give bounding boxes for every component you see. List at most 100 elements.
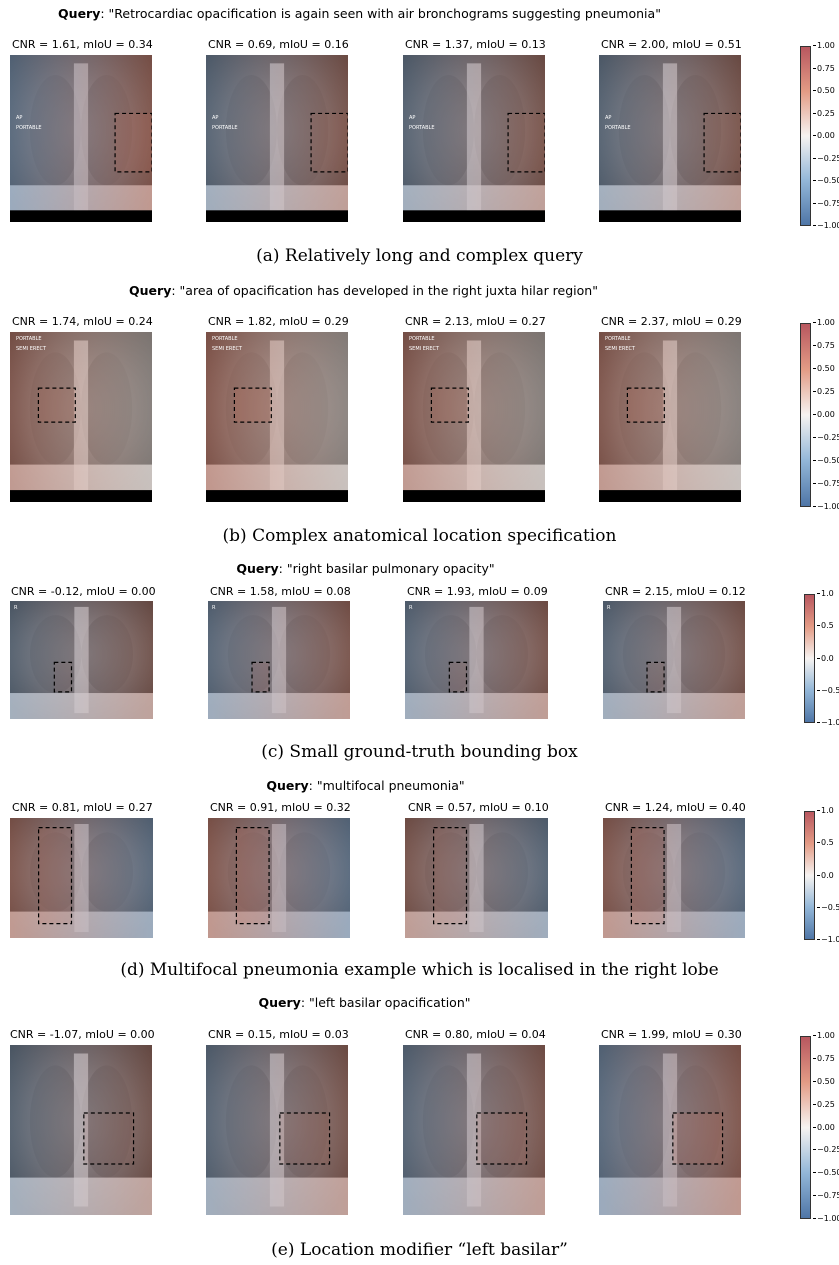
panel-metric: CNR = -0.12, mIoU = 0.00 [11,585,156,598]
colorbar-tick: 0.50 [813,1077,835,1086]
heatmap-panel [403,1045,545,1215]
panel-metric: CNR = 1.82, mIoU = 0.29 [208,315,349,328]
xray-label: PORTABLE [16,125,42,131]
panel-metric: CNR = 0.80, mIoU = 0.04 [405,1028,546,1041]
query-c: Query: "right basilar pulmonary opacity" [0,561,785,576]
colorbar-tick: 0.0 [817,871,834,880]
colorbar-tick: 0.25 [813,109,835,118]
xray-label: PORTABLE [16,336,42,342]
xray-label: SEMI ERECT [409,346,440,352]
colorbar [800,323,811,507]
colorbar-tick: −0.75 [813,479,839,488]
panel-metric: CNR = 1.93, mIoU = 0.09 [407,585,548,598]
panel-metric: CNR = 2.13, mIoU = 0.27 [405,315,546,328]
caption-a: (a) Relatively long and complex query [256,246,583,266]
query-d: Query: "multifocal pneumonia" [0,778,785,793]
panel-metric: CNR = 0.81, mIoU = 0.27 [12,801,153,814]
query-b: Query: "area of opacification has develo… [0,283,783,298]
query-label: Query [266,778,309,793]
panel-metric: CNR = 0.57, mIoU = 0.10 [408,801,549,814]
colorbar-tick: 1.00 [813,318,835,327]
colorbar-tick: 1.0 [817,806,834,815]
xray-label: AP [409,115,416,121]
panel-metric: CNR = 2.00, mIoU = 0.51 [601,38,742,51]
xray-label: AP [605,115,612,121]
query-e: Query: "left basilar opacification" [0,995,784,1010]
query-label: Query [236,561,279,576]
heatmap-panel: PORTABLE SEMI ERECT [599,332,741,502]
colorbar-tick: 0.00 [813,131,835,140]
caption-b: (b) Complex anatomical location specific… [222,526,617,546]
query-text: : "area of opacification has developed i… [171,283,598,298]
panel-metric: CNR = 1.61, mIoU = 0.34 [12,38,153,51]
xray-label: PORTABLE [605,125,631,131]
xray-label: R [409,605,413,611]
colorbar-tick: 1.00 [813,41,835,50]
xray-label: PORTABLE [409,336,435,342]
query-text: : "right basilar pulmonary opacity" [278,561,495,576]
xray-label: SEMI ERECT [605,346,636,352]
panel-metric: CNR = -1.07, mIoU = 0.00 [10,1028,155,1041]
heatmap-panel: R [10,601,153,719]
heatmap-panel [206,1045,348,1215]
heatmap-panel: AP PORTABLE [403,55,545,222]
panel-metric: CNR = 1.99, mIoU = 0.30 [601,1028,742,1041]
colorbar-tick: −0.75 [813,1191,839,1200]
colorbar-tick: −1.00 [813,1214,839,1223]
colorbar-tick: 0.75 [813,1054,835,1063]
xray-label: AP [16,115,23,121]
colorbar [804,594,815,723]
colorbar-tick: −0.25 [813,154,839,163]
colorbar-tick: 0.75 [813,64,835,73]
colorbar-tick: −1.00 [813,221,839,230]
colorbar-tick: 0.50 [813,364,835,373]
heatmap-panel: PORTABLE SEMI ERECT [10,332,152,502]
query-text: : "multifocal pneumonia" [308,778,465,793]
heatmap-panel: PORTABLE SEMI ERECT [206,332,348,502]
xray-label: R [212,605,216,611]
colorbar-tick: 0.50 [813,86,835,95]
xray-label: R [14,605,18,611]
colorbar-tick: 0.75 [813,341,835,350]
caption-d: (d) Multifocal pneumonia example which i… [120,960,719,980]
heatmap-panel: AP PORTABLE [599,55,741,222]
colorbar-tick: −1.0 [817,718,839,727]
panel-metric: CNR = 0.15, mIoU = 0.03 [208,1028,349,1041]
colorbar-tick: 0.00 [813,410,835,419]
colorbar-tick: −1.0 [817,935,839,944]
xray-label: PORTABLE [212,125,238,131]
caption-c: (c) Small ground-truth bounding box [261,742,578,762]
panel-metric: CNR = 1.24, mIoU = 0.40 [605,801,746,814]
panel-metric: CNR = 1.37, mIoU = 0.13 [405,38,546,51]
heatmap-panel: AP PORTABLE [206,55,348,222]
colorbar-tick: 0.25 [813,387,835,396]
colorbar [804,811,815,940]
query-label: Query [58,6,101,21]
colorbar-tick: 0.5 [817,621,834,630]
query-label: Query [258,995,301,1010]
heatmap-panel [603,818,745,938]
colorbar [800,1036,811,1219]
colorbar-tick: 1.00 [813,1031,835,1040]
query-text: : "Retrocardiac opacification is again s… [100,6,661,21]
panel-metric: CNR = 1.58, mIoU = 0.08 [210,585,351,598]
xray-label: SEMI ERECT [16,346,47,352]
colorbar-tick: 0.0 [817,654,834,663]
colorbar-tick: 1.0 [817,589,834,598]
panel-metric: CNR = 0.91, mIoU = 0.32 [210,801,351,814]
colorbar-tick: −1.00 [813,502,839,511]
xray-label: SEMI ERECT [212,346,243,352]
query-a: Query: "Retrocardiac opacification is ag… [0,6,779,21]
panel-metric: CNR = 0.69, mIoU = 0.16 [208,38,349,51]
heatmap-panel [405,818,548,938]
query-label: Query [129,283,172,298]
xray-label: PORTABLE [605,336,631,342]
heatmap-panel [208,818,350,938]
heatmap-panel [599,1045,741,1215]
panel-metric: CNR = 2.15, mIoU = 0.12 [605,585,746,598]
colorbar-tick: −0.25 [813,433,839,442]
xray-label: AP [212,115,219,121]
heatmap-panel [10,1045,152,1215]
query-text: : "left basilar opacification" [300,995,471,1010]
xray-label: R [607,605,611,611]
